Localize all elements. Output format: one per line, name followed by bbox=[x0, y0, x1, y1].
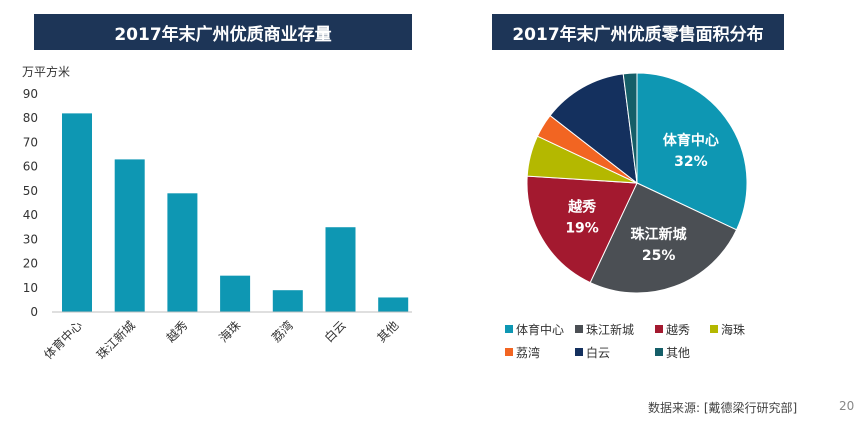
legend-entry: 白云 bbox=[586, 345, 610, 360]
bar-y-tick-label: 50 bbox=[23, 184, 38, 198]
bar-3 bbox=[220, 275, 251, 312]
bar-5 bbox=[325, 227, 356, 312]
bar-x-tick-label: 体育中心 bbox=[41, 318, 86, 363]
legend-swatch bbox=[710, 325, 718, 333]
legend-entry: 荔湾 bbox=[516, 345, 540, 360]
bar-y-tick-label: 80 bbox=[23, 111, 38, 125]
legend-entry: 越秀 bbox=[666, 323, 690, 337]
bar-y-tick-label: 60 bbox=[23, 160, 38, 174]
bar-x-tick-label: 珠江新城 bbox=[93, 318, 138, 363]
bar-y-axis-label: 万平方米 bbox=[22, 64, 70, 79]
bar-x-tick-label: 荔湾 bbox=[268, 318, 296, 346]
pie-slice-percent-label: 32% bbox=[674, 154, 708, 170]
pie-slice-percent-label: 25% bbox=[642, 248, 676, 264]
legend-entry: 体育中心 bbox=[516, 322, 564, 337]
legend-swatch bbox=[575, 325, 583, 333]
page-number: 20 bbox=[839, 399, 855, 413]
pie-slice-1 bbox=[589, 182, 738, 294]
legend-swatch bbox=[655, 325, 663, 333]
data-source-note: 数据来源: [戴德梁行研究部] bbox=[648, 401, 798, 415]
bar-6 bbox=[378, 297, 409, 312]
pie-slice-name-label: 越秀 bbox=[567, 198, 597, 215]
bar-4 bbox=[272, 290, 303, 312]
pie-chart-title: 2017年末广州优质零售面积分布 bbox=[492, 14, 784, 50]
pie-slice-0 bbox=[636, 72, 748, 231]
pie-slice-6 bbox=[622, 72, 638, 184]
legend-swatch bbox=[575, 348, 583, 356]
bar-x-tick-label: 海珠 bbox=[216, 318, 244, 346]
bar-chart-title: 2017年末广州优质商业存量 bbox=[34, 14, 412, 50]
bar-y-tick-label: 40 bbox=[23, 208, 38, 222]
bar-y-tick-label: 20 bbox=[23, 257, 38, 271]
bar-2 bbox=[167, 193, 198, 312]
bar-y-tick-label: 90 bbox=[23, 87, 38, 101]
pie-slice-name-label: 体育中心 bbox=[663, 132, 719, 149]
bar-x-tick-label: 其他 bbox=[374, 318, 401, 345]
pie-slice-5 bbox=[549, 73, 638, 185]
pie-slice-2 bbox=[526, 175, 638, 284]
bar-y-tick-label: 30 bbox=[23, 232, 38, 246]
legend-entry: 其他 bbox=[666, 346, 690, 360]
bar-x-tick-label: 白云 bbox=[321, 318, 349, 346]
pie-slice-percent-label: 19% bbox=[565, 220, 599, 236]
bar-y-tick-label: 10 bbox=[23, 281, 38, 295]
legend-swatch bbox=[655, 348, 663, 356]
legend-swatch bbox=[505, 348, 513, 356]
legend-swatch bbox=[505, 325, 513, 333]
bar-y-tick-label: 0 bbox=[30, 305, 38, 319]
bar-1 bbox=[114, 159, 145, 312]
bar-y-tick-label: 70 bbox=[23, 135, 38, 149]
legend-entry: 珠江新城 bbox=[586, 322, 634, 337]
bar-0 bbox=[62, 113, 92, 312]
pie-slice-name-label: 珠江新城 bbox=[631, 226, 687, 243]
bar-x-tick-label: 越秀 bbox=[164, 318, 191, 345]
legend-entry: 海珠 bbox=[721, 322, 745, 337]
